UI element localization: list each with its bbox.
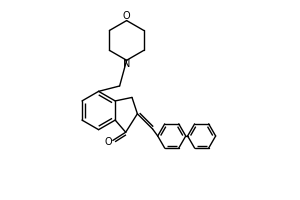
Text: O: O (123, 11, 130, 21)
Text: O: O (105, 137, 112, 147)
Text: N: N (123, 59, 130, 69)
